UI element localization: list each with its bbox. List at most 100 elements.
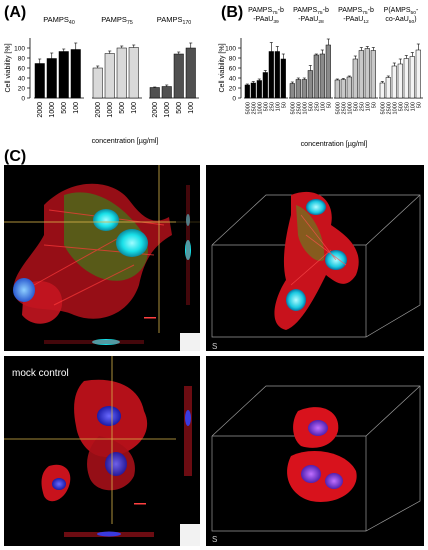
bar xyxy=(415,49,421,99)
x-axis-label: concentration [µg/ml] xyxy=(92,136,159,145)
x-tick-label: 50 xyxy=(371,102,377,108)
x-tick-label: 50 xyxy=(326,102,332,108)
y-tick-label: 0 xyxy=(21,96,25,103)
y-tick-label: 20 xyxy=(229,86,237,93)
x-tick-label: 500 xyxy=(176,102,183,114)
x-tick-label: 2500 xyxy=(296,102,302,114)
confocal-orthoview-treated xyxy=(4,165,200,351)
x-tick-label: 2000 xyxy=(37,102,44,118)
x-tick-label: 2000 xyxy=(95,102,102,118)
x-tick-label: 500 xyxy=(398,102,404,111)
bar xyxy=(244,84,250,99)
series-title: PAMPS75 xyxy=(101,15,133,26)
bar xyxy=(58,51,69,99)
y-axis-label: Cell viability [%] xyxy=(219,43,226,92)
svg-text:S: S xyxy=(212,342,217,351)
bar xyxy=(391,65,397,99)
x-tick-label: 2500 xyxy=(386,102,392,114)
bar xyxy=(301,79,307,99)
series-title-line2: -PAaU39 xyxy=(253,16,279,25)
bar xyxy=(340,79,346,99)
x-tick-label: 100 xyxy=(73,102,80,114)
series-title-line2: -PAaU12 xyxy=(343,16,369,25)
y-axis-label: Cell viability [%] xyxy=(5,43,12,92)
x-tick-label: 100 xyxy=(131,102,138,114)
y-tick-label: 60 xyxy=(229,66,237,73)
x-tick-label: 1000 xyxy=(107,102,114,118)
x-tick-label: 1000 xyxy=(257,102,263,114)
series-title: PAMPS40 xyxy=(43,15,75,26)
y-tick-label: 20 xyxy=(18,86,26,93)
bar xyxy=(289,83,295,99)
bar xyxy=(385,77,391,99)
x-tick-label: 500 xyxy=(308,102,314,111)
bar xyxy=(185,47,196,99)
x-tick-label: 1000 xyxy=(347,102,353,114)
bar xyxy=(70,49,81,99)
x-tick-label: 100 xyxy=(320,102,326,111)
confocal-orthoview-mock-control: mock control xyxy=(4,356,200,546)
y-tick-label: 80 xyxy=(229,56,237,63)
x-tick-label: 5000 xyxy=(335,102,341,114)
bar xyxy=(104,53,115,99)
x-tick-label: 100 xyxy=(275,102,281,111)
x-tick-label: 100 xyxy=(410,102,416,111)
x-tick-label: 2000 xyxy=(152,102,159,118)
bar xyxy=(325,44,331,99)
panel-label-a: (A) xyxy=(4,4,27,21)
x-tick-label: 1000 xyxy=(49,102,56,118)
x-tick-label: 500 xyxy=(263,102,269,111)
bar xyxy=(34,63,45,99)
bar xyxy=(295,79,301,99)
x-tick-label: 1000 xyxy=(392,102,398,114)
y-tick-label: 100 xyxy=(14,46,25,53)
x-tick-label: 500 xyxy=(353,102,359,111)
bar xyxy=(250,82,256,99)
x-tick-label: 250 xyxy=(404,102,410,111)
x-tick-label: 2500 xyxy=(251,102,257,114)
bar xyxy=(173,53,184,99)
series-title: PAMPS170 xyxy=(157,15,192,26)
x-tick-label: 1000 xyxy=(164,102,171,118)
x-tick-label: 50 xyxy=(281,102,287,108)
svg-text:S: S xyxy=(212,535,217,544)
chart-b: 0 20 40 60 80 100 Cell viability [%] concentrat… xyxy=(219,7,423,148)
x-tick-label: 5000 xyxy=(380,102,386,114)
x-tick-label: 5000 xyxy=(290,102,296,114)
series-title: PAMPS75-b xyxy=(338,7,374,16)
x-tick-label: 1000 xyxy=(302,102,308,114)
bar xyxy=(313,54,319,99)
bar xyxy=(397,63,403,99)
x-tick-label: 5000 xyxy=(245,102,251,114)
x-tick-label: 100 xyxy=(188,102,195,114)
bar xyxy=(46,58,57,99)
series-title: PAMPS75-b xyxy=(248,7,284,16)
bar xyxy=(352,58,358,99)
x-axis-label: concentration [µg/ml] xyxy=(301,139,368,148)
bar xyxy=(128,47,139,99)
series-title-line2: co-AaU50) xyxy=(385,16,416,25)
bar xyxy=(334,79,340,99)
bar xyxy=(364,48,370,99)
panel-label-c: (C) xyxy=(4,148,27,165)
panel-label-b: (B) xyxy=(221,4,244,21)
bar xyxy=(149,87,160,99)
x-tick-label: 250 xyxy=(359,102,365,111)
series-title-line2: -PAaU28 xyxy=(298,16,324,25)
y-tick-label: 40 xyxy=(229,76,237,83)
bar xyxy=(307,70,313,99)
bar xyxy=(268,51,274,99)
bar xyxy=(379,82,385,99)
bar xyxy=(116,47,127,99)
x-tick-label: 500 xyxy=(61,102,68,114)
x-tick-label: 50 xyxy=(416,102,422,108)
bar xyxy=(274,51,280,99)
x-tick-label: 500 xyxy=(119,102,126,114)
y-tick-label: 0 xyxy=(232,96,236,103)
x-tick-label: 250 xyxy=(269,102,275,111)
x-tick-label: 2500 xyxy=(341,102,347,114)
mock-control-label: mock control xyxy=(12,368,69,379)
x-tick-label: 250 xyxy=(314,102,320,111)
bar xyxy=(319,53,325,99)
